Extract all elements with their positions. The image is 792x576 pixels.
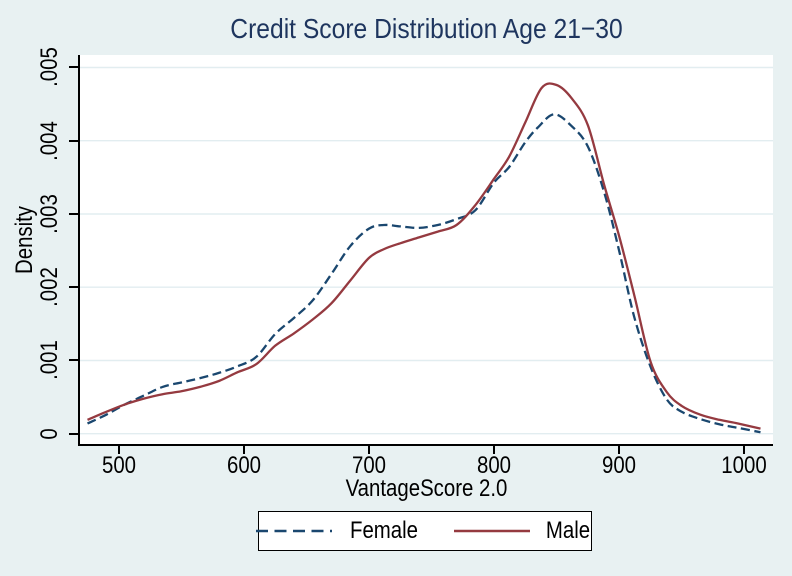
x-tick-600 [243,446,245,454]
legend-label-male: Male [545,517,591,544]
y-tick-label-.003: .003 [36,194,63,234]
y-tick-0 [69,433,78,435]
y-tick-.003 [69,213,78,215]
y-axis-title: Density [11,205,38,275]
x-tick-label-1000: 1000 [721,452,767,479]
legend-label-female: Female [349,517,418,544]
y-tick-label-0: 0 [36,428,63,440]
female-dashed-line-sample [255,529,332,533]
x-axis-line [78,444,773,446]
plot-area [80,55,773,444]
density-plot [80,66,773,435]
y-tick-.004 [69,140,78,142]
legend-item-female: Female [255,517,424,545]
x-tick-label-600: 600 [226,452,262,479]
x-tick-700 [368,446,370,454]
y-tick-label-.004: .004 [36,121,63,161]
y-tick-.002 [69,286,78,288]
y-axis-line [78,55,80,446]
y-tick-label-.005: .005 [36,47,63,87]
female-density-curve [86,113,761,434]
x-tick-1000 [743,446,745,454]
x-tick-label-900: 900 [601,452,637,479]
x-tick-800 [493,446,495,454]
male-density-curve [87,82,761,430]
x-tick-label-800: 800 [476,452,512,479]
legend: Female Male [255,511,594,551]
chart-title: Credit Score Distribution Age 21−30 [230,13,623,44]
x-tick-500 [118,446,120,454]
x-axis-title: VantageScore 2.0 [345,475,508,502]
y-tick-.005 [69,66,78,68]
legend-item-male: Male [454,517,594,545]
x-tick-label-500: 500 [101,452,137,479]
x-tick-label-700: 700 [351,452,387,479]
y-tick-.001 [69,359,78,361]
y-tick-label-.001: .001 [36,340,63,380]
male-solid-line-sample [454,529,530,533]
y-tick-label-.002: .002 [36,267,63,307]
x-tick-900 [618,446,620,454]
